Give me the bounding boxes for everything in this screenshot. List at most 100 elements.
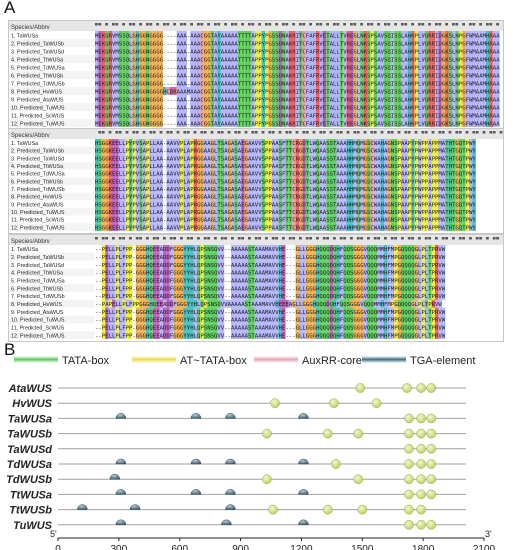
residue-cell xyxy=(156,55,160,63)
residue-cell xyxy=(251,208,255,216)
residue-cell xyxy=(278,31,283,39)
residue-cell xyxy=(350,162,354,170)
residue-cell xyxy=(377,299,381,308)
residue-cell xyxy=(346,154,351,162)
residue-cell xyxy=(367,177,371,185)
residue-cell xyxy=(496,47,500,55)
residue-cell xyxy=(370,323,374,332)
residue-cell xyxy=(397,307,402,316)
residue-cell xyxy=(248,154,252,162)
residue-cell xyxy=(418,111,422,119)
residue-cell xyxy=(173,87,177,95)
residue-cell xyxy=(200,146,204,155)
residue-cell xyxy=(282,87,286,95)
residue-cell xyxy=(125,71,130,79)
residue-cell xyxy=(418,103,422,111)
residue-cell xyxy=(448,139,453,147)
residue-cell xyxy=(244,245,249,253)
residue-cell xyxy=(231,162,235,170)
residue-cell xyxy=(146,146,150,155)
gene-row-hvwus: HvWUS xyxy=(12,398,466,410)
residue-cell xyxy=(384,185,388,193)
residue-cell xyxy=(241,169,245,178)
conservation-mark xyxy=(149,131,153,134)
residue-cell xyxy=(492,47,497,55)
residue-cell xyxy=(339,185,344,193)
residue-cell xyxy=(125,200,130,208)
residue-cell xyxy=(95,192,99,201)
residue-cell xyxy=(244,323,249,332)
residue-cell xyxy=(220,55,225,63)
residue-cell xyxy=(472,55,476,63)
residue-cell xyxy=(169,252,174,261)
residue-cell xyxy=(169,260,174,269)
species-name: 8. Predicted_HvWUS xyxy=(11,89,62,95)
residue-cell xyxy=(458,71,463,79)
residue-cell xyxy=(377,331,381,339)
residue-cell xyxy=(373,276,378,285)
residue-cell xyxy=(489,39,493,47)
residue-cell xyxy=(438,146,442,155)
residue-cell xyxy=(360,162,364,170)
residue-cell xyxy=(377,315,381,324)
residue-cell xyxy=(183,177,187,185)
residue-cell xyxy=(292,177,296,185)
residue-cell xyxy=(271,260,276,269)
residue-cell xyxy=(356,146,361,155)
residue-cell xyxy=(288,146,293,155)
residue-cell xyxy=(139,268,143,277)
residue-cell xyxy=(231,95,235,103)
at-tata-box-mark xyxy=(353,474,364,485)
residue-cell xyxy=(407,208,412,216)
residue-cell xyxy=(112,146,116,155)
residue-cell xyxy=(95,55,99,63)
residue-cell xyxy=(424,268,429,277)
residue-cell xyxy=(214,268,218,277)
conservation-mark xyxy=(390,237,394,240)
residue-cell xyxy=(421,223,425,231)
residue-cell xyxy=(411,39,415,47)
residue-cell xyxy=(475,103,480,111)
residue-cell xyxy=(438,162,442,170)
residue-cell xyxy=(411,315,415,324)
residue-cell xyxy=(424,252,429,261)
residue-cell xyxy=(435,103,439,111)
residue-cell xyxy=(292,299,296,308)
residue-cell xyxy=(339,63,344,71)
residue-cell xyxy=(377,284,381,292)
species-name: 8. Predicted_HvWUS xyxy=(11,195,62,201)
residue-cell xyxy=(421,39,425,47)
alignment-block-2: Species/Abbrv 1. TaWUSa HSGGKEELLPYPVSAPLL… xyxy=(8,128,504,234)
residue-cell xyxy=(207,162,211,170)
conservation-mark xyxy=(496,237,499,240)
residue-cell xyxy=(326,154,330,162)
conservation-mark xyxy=(469,237,472,240)
residue-cell xyxy=(241,63,245,71)
residue-cell xyxy=(282,55,286,63)
species-name: 12. Predicted_TuWUS xyxy=(11,121,65,127)
residue-cell xyxy=(411,47,415,55)
residue-cell xyxy=(125,323,130,332)
residue-cell xyxy=(210,223,215,231)
residue-cell xyxy=(282,315,286,324)
residue-cell xyxy=(370,192,374,201)
residue-cell xyxy=(146,192,150,201)
residue-cell xyxy=(373,192,378,201)
residue-cell xyxy=(251,268,255,277)
residue-cell xyxy=(319,185,323,193)
residue-cell xyxy=(370,307,374,316)
residue-cell xyxy=(129,154,133,162)
alignment-block-3: Species/Abbrv 1. TaWUSa --PELLPLFPP-GGGHQE… xyxy=(8,234,504,342)
species-name-cell xyxy=(9,208,95,216)
conservation-mark xyxy=(343,237,346,240)
residue-cell xyxy=(159,95,164,103)
residue-cell xyxy=(231,200,235,208)
residue-cell xyxy=(101,268,106,277)
residue-cell xyxy=(105,215,109,224)
residue-cell xyxy=(203,162,208,170)
residue-cell xyxy=(333,245,337,253)
residue-cell xyxy=(200,299,204,308)
legend-label: TGA-element xyxy=(410,355,475,367)
residue-cell xyxy=(445,39,449,47)
residue-cell xyxy=(404,331,408,339)
